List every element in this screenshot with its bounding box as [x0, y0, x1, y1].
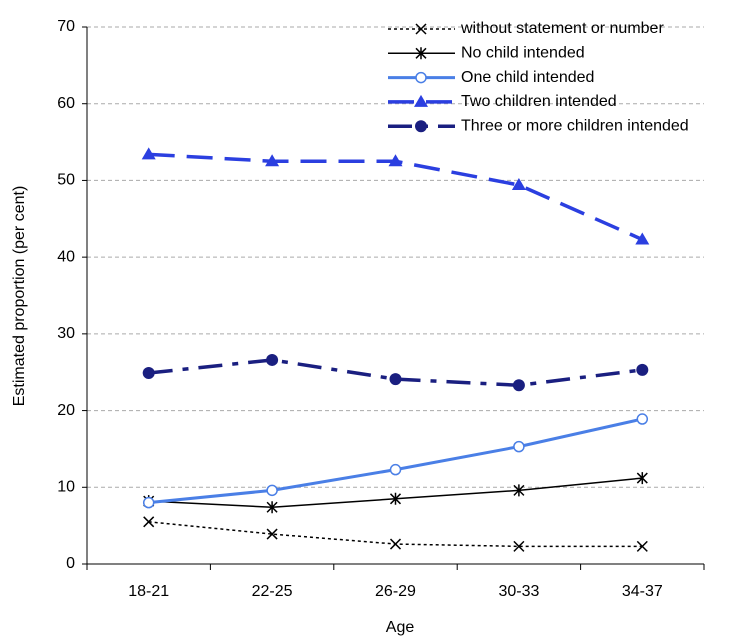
- y-tick-label: 10: [57, 479, 75, 496]
- legend-label: One child intended: [461, 69, 594, 86]
- data-point: [265, 154, 280, 167]
- data-point: [266, 484, 278, 497]
- legend-marker: [415, 71, 427, 84]
- data-point: [266, 501, 278, 514]
- data-point: [143, 516, 155, 528]
- data-point: [513, 440, 525, 453]
- data-point: [635, 232, 650, 245]
- data-point: [389, 538, 402, 550]
- data-point: [142, 496, 155, 509]
- legend-marker: [414, 94, 428, 107]
- x-tick-label: 22-25: [252, 583, 293, 600]
- legend-label: without statement or number: [460, 20, 664, 37]
- data-point: [636, 363, 649, 376]
- y-tick-label: 30: [57, 325, 75, 342]
- data-point: [142, 366, 155, 379]
- y-tick-label: 20: [57, 402, 75, 419]
- x-axis-title: Age: [386, 619, 415, 636]
- x-tick-label: 30-33: [498, 583, 539, 600]
- data-point: [389, 492, 402, 505]
- y-axis-title: Estimated proportion (per cent): [11, 186, 28, 407]
- data-point: [266, 353, 279, 366]
- data-point: [513, 484, 525, 497]
- data-point: [388, 154, 403, 167]
- y-tick-label: 40: [57, 248, 75, 265]
- legend-marker: [415, 47, 427, 60]
- legend-label: Two children intended: [461, 93, 617, 110]
- x-tick-label: 18-21: [128, 583, 169, 600]
- data-point: [636, 540, 648, 552]
- data-point: [512, 379, 525, 392]
- y-tick-label: 70: [57, 18, 75, 35]
- series-line: [148, 521, 643, 548]
- series-line: [148, 358, 643, 388]
- legend-label: Three or more children intended: [461, 117, 689, 134]
- legend-marker: [415, 23, 427, 35]
- series-line: [148, 417, 643, 505]
- y-tick-label: 0: [66, 555, 75, 572]
- data-point: [511, 178, 526, 191]
- data-point: [636, 472, 648, 485]
- x-tick-label: 26-29: [375, 583, 416, 600]
- legend-marker: [415, 120, 427, 133]
- data-point: [389, 373, 402, 386]
- y-tick-label: 50: [57, 172, 75, 189]
- data-point: [266, 528, 278, 540]
- x-tick-label: 34-37: [622, 583, 663, 600]
- y-tick-label: 60: [57, 95, 75, 112]
- data-point: [636, 413, 649, 425]
- data-point: [389, 463, 402, 476]
- legend-label: No child intended: [461, 45, 585, 62]
- series-line: [148, 152, 644, 242]
- data-point: [513, 540, 525, 552]
- data-point: [141, 147, 156, 160]
